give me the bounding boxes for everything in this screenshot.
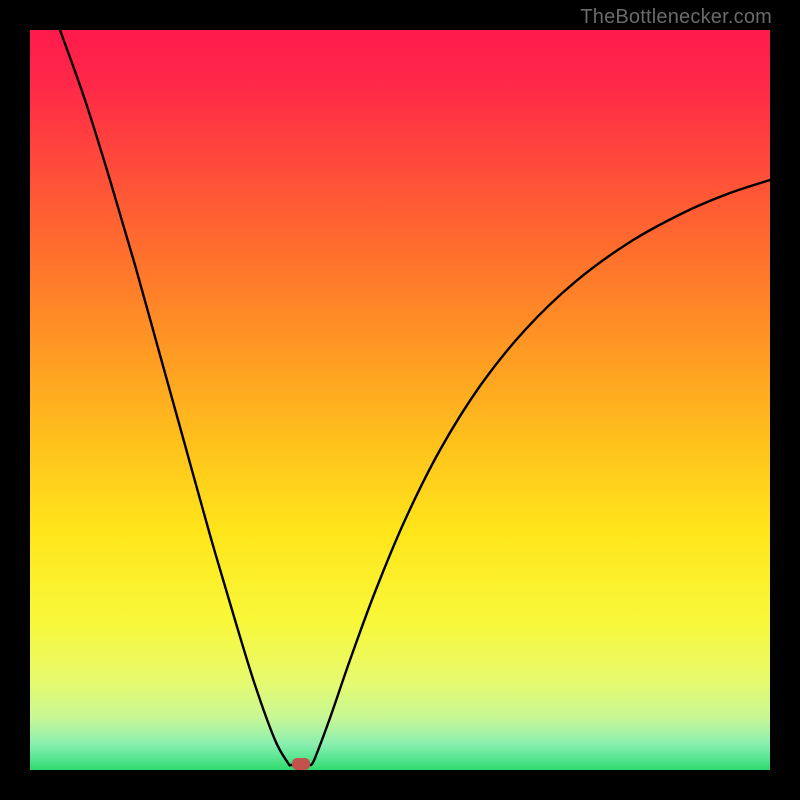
watermark-text: TheBottlenecker.com — [580, 6, 772, 29]
optimum-marker — [292, 758, 310, 770]
chart-frame: TheBottlenecker.com — [0, 0, 800, 800]
plot-area — [30, 30, 770, 770]
bottleneck-curve — [30, 30, 770, 770]
